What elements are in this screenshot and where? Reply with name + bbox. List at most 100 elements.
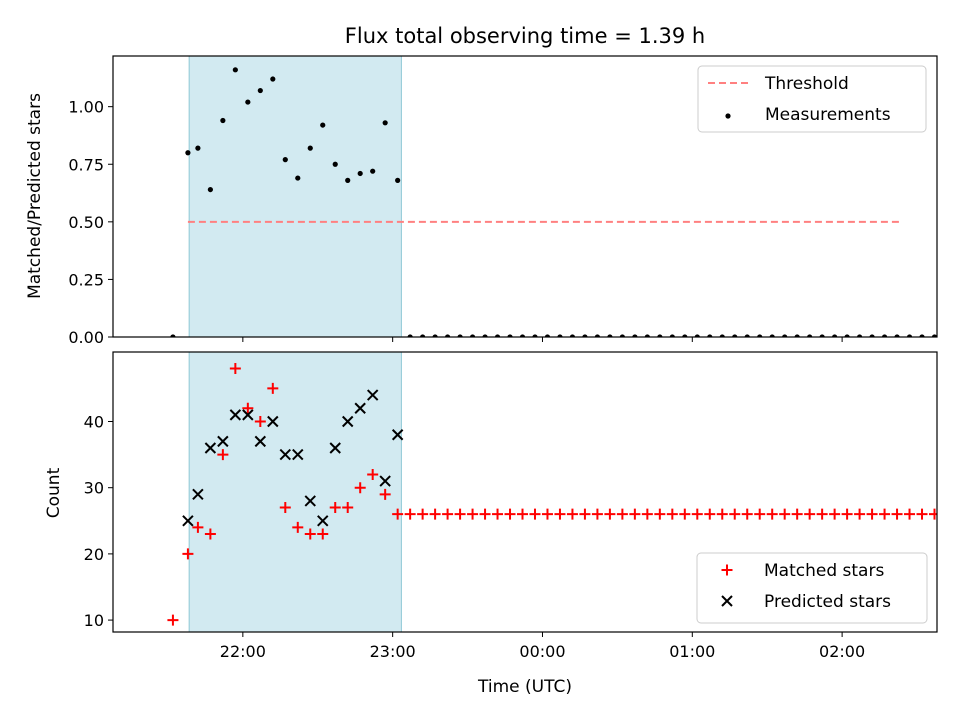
bottom-predicted-stars-point bbox=[192, 488, 204, 501]
bottom-matched-stars-point bbox=[841, 508, 853, 520]
bottom-matched-stars-point bbox=[579, 508, 591, 520]
top-y-tick-label: 0.25 bbox=[68, 270, 104, 289]
top-measurements-point bbox=[195, 145, 201, 151]
bottom-matched-stars-point bbox=[741, 508, 753, 520]
bottom-matched-stars-point bbox=[854, 508, 866, 520]
bottom-matched-stars-point bbox=[479, 508, 491, 520]
bottom-matched-stars-point bbox=[929, 508, 937, 520]
top-measurements-point bbox=[719, 334, 725, 337]
legend-swatch-matched-stars bbox=[721, 564, 733, 576]
bottom-matched-stars-point bbox=[879, 508, 891, 520]
bottom-predicted-stars-point bbox=[366, 389, 379, 401]
bottom-matched-stars-point bbox=[829, 508, 841, 520]
bottom-predicted-stars-point bbox=[217, 435, 229, 448]
bottom-matched-stars-point bbox=[541, 508, 553, 520]
top-measurements-point bbox=[619, 334, 625, 337]
legend-label-matched-stars: Matched stars bbox=[764, 561, 884, 581]
bottom-matched-stars-point bbox=[192, 521, 204, 533]
bottom-matched-stars-point bbox=[329, 502, 341, 514]
bottom-panel: 1020304022:0023:0000:0001:0002:0003:00Ma… bbox=[84, 351, 960, 661]
bottom-matched-stars-point bbox=[729, 508, 741, 520]
top-measurements-point bbox=[494, 334, 501, 337]
top-measurements-point bbox=[757, 334, 763, 337]
bottom-matched-stars-point bbox=[167, 614, 179, 626]
bottom-matched-stars-point bbox=[354, 482, 366, 494]
bottom-matched-stars-point bbox=[217, 449, 229, 461]
top-measurements-point bbox=[320, 122, 326, 128]
bottom-predicted-stars-point bbox=[379, 475, 391, 487]
bottom-predicted-stars-point bbox=[329, 442, 341, 454]
top-measurements-point bbox=[894, 334, 900, 337]
bottom-matched-stars-point bbox=[204, 528, 216, 540]
top-measurements-point bbox=[544, 334, 551, 337]
bottom-predicted-stars-point bbox=[391, 429, 404, 441]
bottom-x-tick-label: 23:00 bbox=[370, 642, 416, 661]
top-measurements-point bbox=[245, 99, 251, 105]
top-measurements-point bbox=[944, 334, 949, 339]
bottom-matched-stars-point bbox=[554, 508, 566, 520]
top-panel: 0.00 0.25 0.50 0.75 1.00 Threshold Measurement… bbox=[68, 55, 949, 347]
bottom-predicted-stars-point bbox=[317, 515, 329, 527]
top-measurements-point bbox=[482, 334, 488, 337]
top-measurements-point bbox=[507, 334, 513, 337]
bottom-matched-stars-point bbox=[679, 508, 691, 520]
bottom-matched-stars-point bbox=[716, 508, 728, 520]
bottom-matched-stars-point bbox=[492, 508, 504, 520]
top-measurements-point bbox=[782, 334, 788, 337]
bottom-matched-stars-point bbox=[279, 502, 291, 514]
top-measurements-point bbox=[682, 334, 688, 337]
bottom-matched-stars-point bbox=[629, 508, 641, 520]
top-measurements-point bbox=[856, 334, 863, 337]
bottom-axes-frame bbox=[112, 351, 938, 633]
bottom-predicted-stars-point bbox=[279, 448, 291, 461]
top-measurements-point bbox=[594, 334, 601, 337]
top-measurements-point bbox=[270, 76, 276, 82]
bottom-matched-stars-point bbox=[242, 402, 254, 414]
top-measurements-point bbox=[644, 334, 650, 337]
bottom-matched-stars-point bbox=[379, 488, 391, 500]
x-axis-label: Time (UTC) bbox=[477, 677, 572, 697]
top-measurements-point bbox=[382, 120, 388, 126]
bottom-predicted-stars-point bbox=[254, 435, 267, 448]
bottom-matched-stars-point bbox=[941, 509, 952, 520]
bottom-matched-stars-point bbox=[954, 509, 960, 520]
bottom-matched-stars-point bbox=[182, 548, 194, 560]
bottom-matched-stars-point bbox=[616, 508, 628, 520]
bottom-matched-stars-point bbox=[641, 508, 653, 520]
bottom-matched-stars-point bbox=[342, 502, 354, 514]
bottom-predicted-stars-point bbox=[267, 415, 279, 428]
legend-label-predicted-stars: Predicted stars bbox=[764, 592, 891, 612]
bottom-matched-stars-point bbox=[267, 382, 279, 394]
bottom-predicted-stars-point bbox=[182, 515, 194, 527]
bottom-matched-stars-point bbox=[779, 508, 791, 520]
legend-swatch-measurements bbox=[725, 113, 731, 119]
bottom-predicted-stars-point bbox=[204, 442, 217, 454]
top-measurements-point bbox=[869, 334, 875, 337]
top-measurements-point bbox=[257, 87, 263, 94]
bottom-matched-stars-point bbox=[229, 363, 241, 375]
bottom-matched-stars-point bbox=[304, 528, 316, 540]
bottom-x-tick-label: 02:00 bbox=[819, 642, 865, 661]
bottom-matched-stars-point bbox=[417, 508, 429, 520]
bottom-matched-stars-point bbox=[916, 508, 928, 520]
bottom-matched-stars-point bbox=[404, 508, 416, 520]
top-legend-box bbox=[697, 65, 927, 133]
top-measurements-point bbox=[282, 157, 288, 163]
bottom-matched-stars-point bbox=[804, 508, 816, 520]
top-measurements-point bbox=[307, 145, 313, 151]
top-measurements-point bbox=[669, 334, 675, 337]
bottom-matched-stars-point bbox=[529, 508, 541, 520]
bottom-matched-stars-point bbox=[591, 508, 603, 520]
top-measurements-point bbox=[407, 334, 413, 337]
top-measurements-point bbox=[345, 177, 351, 183]
bottom-x-tick-label: 00:00 bbox=[519, 642, 565, 661]
top-measurements-point bbox=[732, 334, 738, 337]
bottom-matched-stars-point bbox=[566, 508, 578, 520]
bottom-matched-stars-point bbox=[904, 508, 916, 520]
bottom-y-tick-label: 40 bbox=[84, 413, 104, 432]
bottom-matched-stars-point bbox=[791, 508, 803, 520]
top-y-tick-label: 0.50 bbox=[68, 213, 104, 232]
top-measurements-point bbox=[769, 334, 775, 337]
